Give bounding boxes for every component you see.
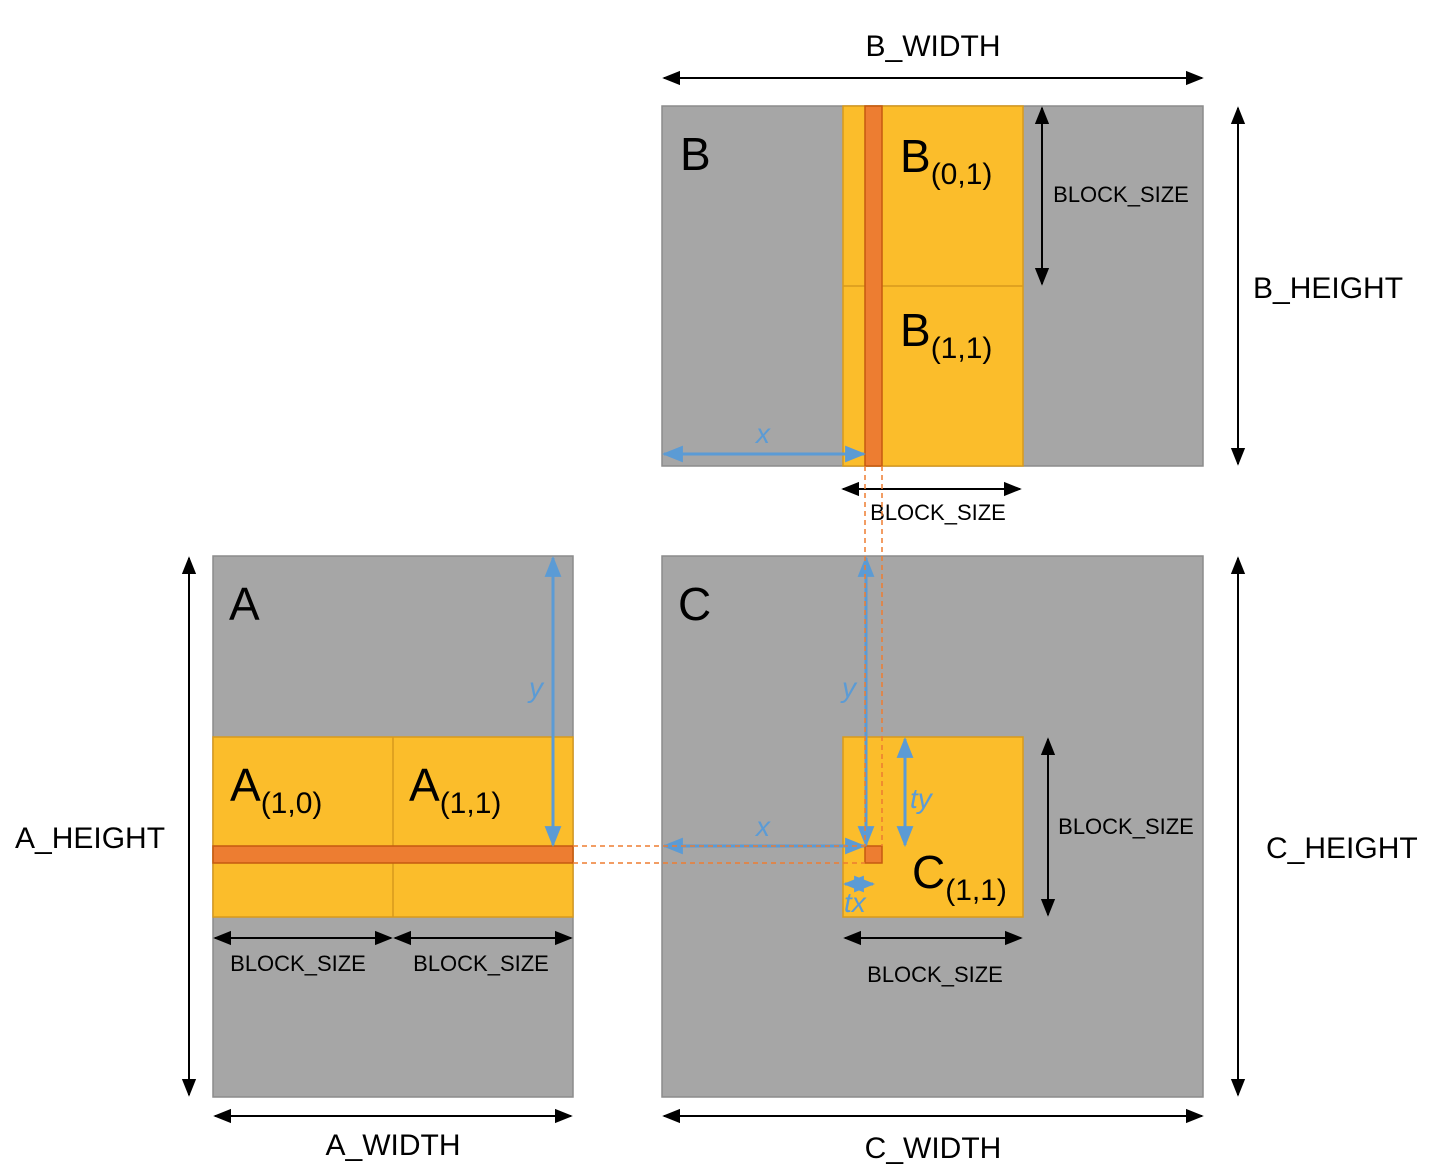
matrix-a-highlight-row	[212, 845, 574, 864]
b-width-label: B_WIDTH	[866, 30, 1001, 63]
block-b-0-1-label: B(0,1)	[900, 130, 992, 191]
matrix-c: C C(1,1) C_WIDTH C_HEIGHT BLOCK_SIZE BLO…	[661, 555, 1418, 1165]
a-height-label: A_HEIGHT	[15, 822, 165, 855]
a-block-size-right-label: BLOCK_SIZE	[413, 951, 549, 976]
b-height-label: B_HEIGHT	[1253, 272, 1403, 305]
block-c-1-1-label: C(1,1)	[912, 846, 1007, 907]
matrix-c-highlight-cell	[864, 845, 883, 864]
c-tx-label: tx	[844, 887, 867, 918]
block-a-1-0-label: A(1,0)	[230, 759, 322, 820]
a-block-size-left-label: BLOCK_SIZE	[230, 951, 366, 976]
matrix-c-label: C	[678, 578, 711, 630]
matrix-b-label: B	[680, 128, 711, 180]
block-a-1-1-label: A(1,1)	[409, 759, 501, 820]
b-block-size-horizontal-label: BLOCK_SIZE	[870, 500, 1006, 525]
c-width-label: C_WIDTH	[865, 1132, 1002, 1165]
b-x-index-label: x	[754, 418, 771, 449]
c-y-index-label: y	[840, 672, 858, 703]
c-block-size-horizontal-label: BLOCK_SIZE	[867, 962, 1003, 987]
b-block-size-vertical-label: BLOCK_SIZE	[1053, 182, 1189, 207]
matrix-a: A A(1,0) A(1,1) A_HEIGHT A_WIDTH BLOCK_S…	[15, 555, 574, 1162]
matrix-b-highlight-column	[864, 105, 883, 467]
c-ty-label: ty	[910, 783, 934, 814]
matrix-b: B B(0,1) B(1,1) B_WIDTH B_HEIGHT BLOCK_S…	[661, 30, 1403, 525]
a-y-index-label: y	[527, 672, 545, 703]
a-width-label: A_WIDTH	[326, 1129, 461, 1162]
matrix-a-label: A	[229, 578, 260, 630]
block-b-1-1-label: B(1,1)	[900, 304, 992, 365]
c-block-size-vertical-label: BLOCK_SIZE	[1058, 814, 1194, 839]
c-height-label: C_HEIGHT	[1266, 832, 1418, 865]
guide-lines	[573, 466, 883, 864]
c-x-index-label: x	[754, 811, 771, 842]
